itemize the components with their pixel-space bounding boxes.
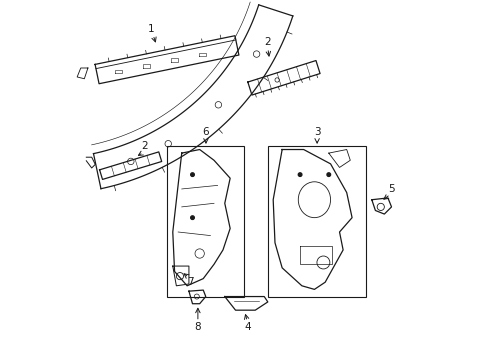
Text: 7: 7	[187, 277, 194, 287]
Bar	[267, 146, 366, 297]
Text: 1: 1	[148, 24, 154, 35]
Text: 8: 8	[194, 322, 201, 332]
Text: 3: 3	[313, 127, 320, 137]
Text: 2: 2	[264, 37, 270, 47]
Text: 2: 2	[141, 141, 147, 151]
Text: 6: 6	[202, 127, 209, 137]
Text: 4: 4	[244, 322, 251, 332]
Circle shape	[326, 173, 330, 176]
Circle shape	[190, 173, 194, 176]
Bar	[167, 146, 244, 297]
Circle shape	[190, 216, 194, 220]
Circle shape	[298, 173, 301, 176]
Text: 5: 5	[387, 184, 394, 194]
